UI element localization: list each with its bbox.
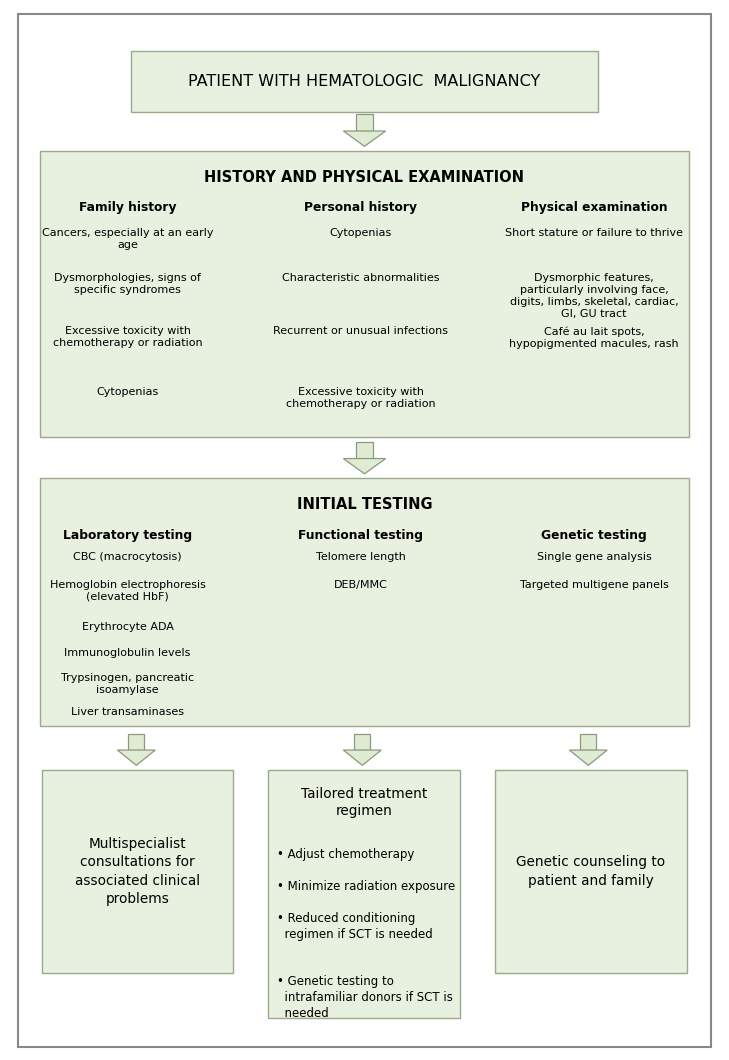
Text: Family history: Family history — [79, 201, 176, 214]
Text: Multispecialist
consultations for
associated clinical
problems: Multispecialist consultations for associ… — [75, 836, 200, 906]
Polygon shape — [356, 114, 373, 131]
FancyBboxPatch shape — [495, 770, 687, 973]
Text: Genetic counseling to
patient and family: Genetic counseling to patient and family — [516, 855, 666, 887]
FancyBboxPatch shape — [40, 151, 689, 437]
Text: Functional testing: Functional testing — [298, 529, 424, 542]
Polygon shape — [128, 734, 144, 750]
Text: Dysmorphic features,
particularly involving face,
digits, limbs, skeletal, cardi: Dysmorphic features, particularly involv… — [510, 273, 679, 319]
Text: Tailored treatment
regimen: Tailored treatment regimen — [301, 787, 427, 818]
FancyBboxPatch shape — [131, 51, 598, 112]
FancyBboxPatch shape — [40, 478, 689, 726]
Text: • Minimize radiation exposure: • Minimize radiation exposure — [277, 880, 456, 893]
Text: Targeted multigene panels: Targeted multigene panels — [520, 580, 668, 589]
Polygon shape — [343, 459, 386, 474]
Text: CBC (macrocytosis): CBC (macrocytosis) — [73, 552, 182, 562]
Text: INITIAL TESTING: INITIAL TESTING — [297, 497, 432, 512]
Text: Cancers, especially at an early
age: Cancers, especially at an early age — [42, 228, 214, 250]
Text: Short stature or failure to thrive: Short stature or failure to thrive — [505, 228, 683, 237]
Text: Dysmorphologies, signs of
specific syndromes: Dysmorphologies, signs of specific syndr… — [54, 273, 201, 296]
Text: Genetic testing: Genetic testing — [541, 529, 647, 542]
Text: Excessive toxicity with
chemotherapy or radiation: Excessive toxicity with chemotherapy or … — [52, 326, 203, 349]
Polygon shape — [343, 131, 386, 146]
Text: Excessive toxicity with
chemotherapy or radiation: Excessive toxicity with chemotherapy or … — [286, 387, 436, 409]
Text: Café au lait spots,
hypopigmented macules, rash: Café au lait spots, hypopigmented macule… — [510, 326, 679, 349]
Text: Single gene analysis: Single gene analysis — [537, 552, 652, 562]
Text: Immunoglobulin levels: Immunoglobulin levels — [64, 648, 191, 657]
Text: Liver transaminases: Liver transaminases — [71, 707, 184, 717]
Text: • Genetic testing to
  intrafamiliar donors if SCT is
  needed: • Genetic testing to intrafamiliar donor… — [277, 975, 453, 1020]
Polygon shape — [354, 734, 370, 750]
Polygon shape — [580, 734, 596, 750]
Polygon shape — [356, 442, 373, 459]
Text: Telomere length: Telomere length — [316, 552, 406, 562]
Polygon shape — [343, 750, 381, 765]
Text: HISTORY AND PHYSICAL EXAMINATION: HISTORY AND PHYSICAL EXAMINATION — [205, 170, 524, 184]
Text: • Reduced conditioning
  regimen if SCT is needed: • Reduced conditioning regimen if SCT is… — [277, 912, 433, 940]
Text: Cytopenias: Cytopenias — [330, 228, 392, 237]
Text: PATIENT WITH HEMATOLOGIC  MALIGNANCY: PATIENT WITH HEMATOLOGIC MALIGNANCY — [188, 74, 541, 89]
Text: • Adjust chemotherapy: • Adjust chemotherapy — [277, 848, 414, 861]
Text: Physical examination: Physical examination — [521, 201, 668, 214]
Text: Laboratory testing: Laboratory testing — [63, 529, 192, 542]
Polygon shape — [569, 750, 607, 765]
FancyBboxPatch shape — [42, 770, 233, 973]
Polygon shape — [117, 750, 155, 765]
Text: Erythrocyte ADA: Erythrocyte ADA — [82, 622, 174, 632]
Text: Cytopenias: Cytopenias — [96, 387, 159, 396]
FancyBboxPatch shape — [268, 770, 460, 1018]
Text: Hemoglobin electrophoresis
(elevated HbF): Hemoglobin electrophoresis (elevated HbF… — [50, 580, 206, 602]
Text: Recurrent or unusual infections: Recurrent or unusual infections — [273, 326, 448, 336]
Text: DEB/MMC: DEB/MMC — [334, 580, 388, 589]
Text: Personal history: Personal history — [304, 201, 418, 214]
Text: Trypsinogen, pancreatic
isoamylase: Trypsinogen, pancreatic isoamylase — [61, 673, 194, 695]
Text: Characteristic abnormalities: Characteristic abnormalities — [282, 273, 440, 283]
